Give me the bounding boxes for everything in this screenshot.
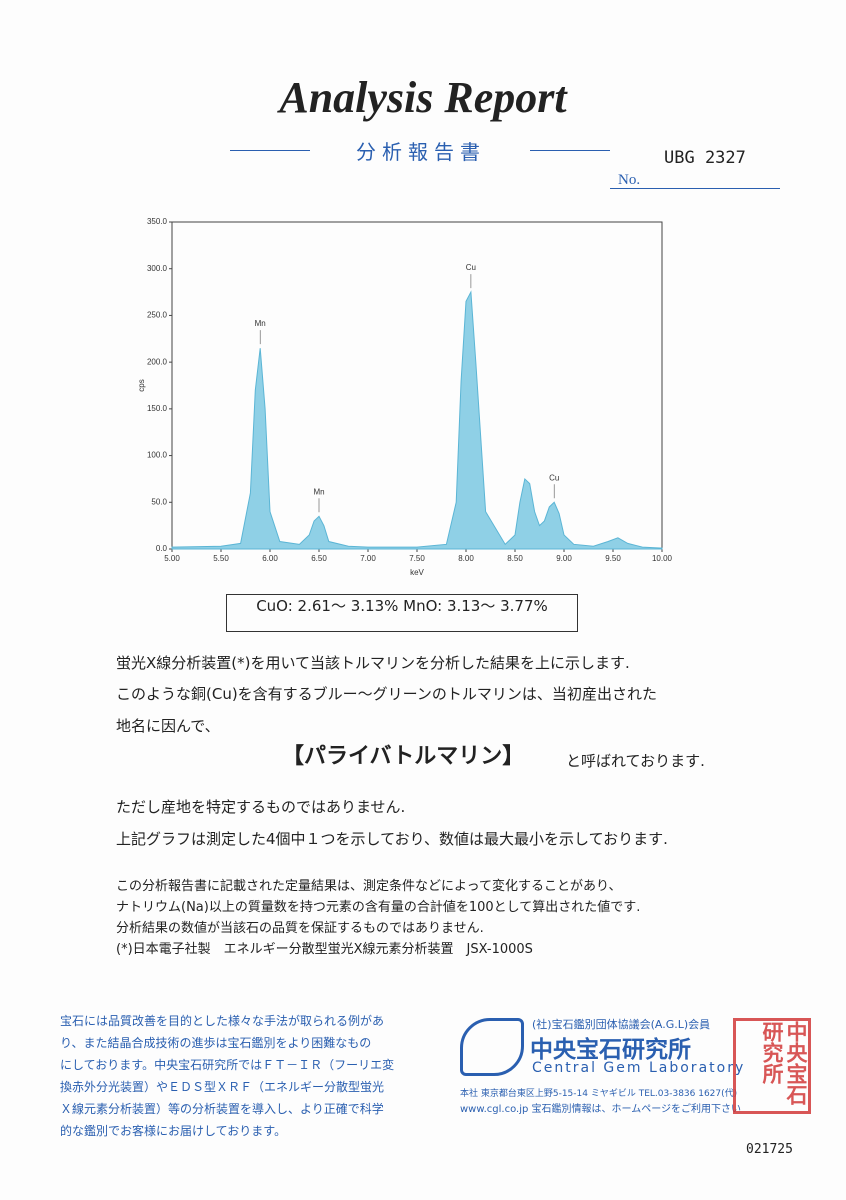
- x-tick-label: 5.00: [164, 554, 180, 563]
- spectrum: [171, 290, 663, 550]
- x-tick-label: 9.50: [605, 554, 621, 563]
- notice-text: 換赤外分光装置）やＥＤＳ型ＸＲＦ（エネルギー分散型蛍光: [60, 1080, 385, 1094]
- notice-text: にしております。中央宝石研究所ではＦＴ－ＩＲ（フーリエ変: [60, 1058, 395, 1072]
- annotation: Cu: [466, 263, 476, 272]
- y-tick-label: 200.0: [147, 357, 168, 366]
- number-label: No.: [618, 172, 641, 188]
- result: CuO: 2.61～ 3.13% MnO: 3.13～ 3.77%: [256, 597, 548, 615]
- notice-text: 宝石には品質改善を目的とした様々な手法が取られる例があ: [60, 1014, 385, 1028]
- result-box: CuO: 2.61～ 3.13% MnO: 3.13～ 3.77%: [226, 594, 578, 632]
- website: www.cgl.co.jp 宝石鑑別情報は、ホームページをご利用下さい: [460, 1104, 742, 1115]
- number-line: [610, 188, 780, 189]
- note: 分析結果の数値が当該石の品質を保証するものではありません.: [116, 921, 484, 936]
- y-tick-label: 250.0: [147, 311, 168, 320]
- subtitle: 分析報告書: [356, 140, 486, 164]
- x-tick-label: 8.50: [507, 554, 523, 563]
- serial: 021725: [746, 1142, 793, 1157]
- association: (社)宝石鑑別団体協議会(A.G.L)会員: [532, 1018, 711, 1031]
- note: (*)日本電子社製 エネルギー分散型蛍光X線元素分析装置 JSX-1000S: [116, 942, 533, 957]
- notice-text: り、また結晶合成技術の進歩は宝石鑑別をより困難なもの: [60, 1036, 372, 1050]
- x-tick-label: 6.50: [311, 554, 327, 563]
- x-tick-label: 7.00: [360, 554, 376, 563]
- spectrum-chart: 0.0 50.0 100.0 150.0 200.0 250.0 300.0 350.0 5.0…: [137, 217, 673, 577]
- x-axis-label: keV: [410, 568, 424, 577]
- notice-text: 的な鑑別でお客様にお届けしております。: [60, 1124, 287, 1138]
- y-tick-label: 150.0: [147, 404, 168, 413]
- stone-name: 【パライバトルマリン】: [282, 744, 525, 769]
- annotation: Cu: [549, 473, 559, 482]
- body-text: と呼ばれております.: [566, 752, 705, 770]
- rule: [230, 150, 310, 151]
- logo: [460, 1018, 524, 1076]
- y-tick-label: 350.0: [147, 217, 168, 226]
- body-text: 地名に因んで、: [116, 717, 220, 735]
- annotation: Mn: [313, 487, 324, 496]
- notice-text: Ｘ線元素分析装置）等の分析装置を導入し、より正確で科学: [60, 1102, 384, 1116]
- x-tick-label: 8.00: [458, 554, 474, 563]
- x-tick-label: 9.00: [556, 554, 572, 563]
- address: 本社 東京都台東区上野5-15-14 ミヤギビル TEL.03-3836 162…: [460, 1089, 738, 1099]
- x-tick-label: 6.00: [262, 554, 278, 563]
- note: この分析報告書に記載された定量結果は、測定条件などによって変化することがあり、: [116, 879, 622, 894]
- y-axis-label: cps: [137, 379, 146, 391]
- y-tick-label: 0.0: [156, 544, 168, 553]
- body-text: ただし産地を特定するものではありません.: [116, 798, 406, 816]
- x-tick-label: 10.00: [652, 554, 673, 563]
- title: Analysis Report: [279, 73, 567, 122]
- y-tick-label: 300.0: [147, 264, 168, 273]
- report-number: UBG 2327: [664, 148, 746, 168]
- annotation: Mn: [255, 319, 266, 328]
- note: ナトリウム(Na)以上の質量数を持つ元素の含有量の合計値を100として算出された…: [116, 900, 641, 915]
- plot-frame: [171, 221, 663, 550]
- lab-name: 中央宝石研究所: [530, 1037, 691, 1063]
- x-tick-label: 5.50: [213, 554, 229, 563]
- y-tick-label: 50.0: [151, 497, 167, 506]
- y-tick-label: 100.0: [147, 451, 168, 460]
- seal: 中央宝石研究所: [733, 1018, 811, 1114]
- rule: [530, 150, 610, 151]
- body-text: このような銅(Cu)を含有するブルー～グリーンのトルマリンは、当初産出された: [116, 685, 657, 703]
- body-text: 蛍光X線分析装置(*)を用いて当該トルマリンを分析した結果を上に示します.: [116, 654, 630, 672]
- x-tick-label: 7.50: [409, 554, 425, 563]
- lab-name-en: Central Gem Laboratory: [532, 1060, 746, 1076]
- body-text: 上記グラフは測定した4個中１つを示しており、数値は最大最小を示しております.: [116, 830, 668, 848]
